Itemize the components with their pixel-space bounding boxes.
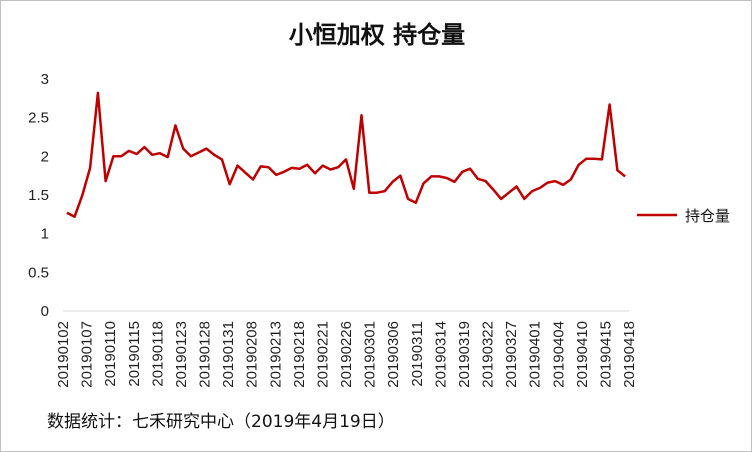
y-tick-label: 3 bbox=[41, 71, 49, 88]
y-tick-label: 0 bbox=[41, 303, 49, 320]
x-tick-label: 20190213 bbox=[267, 321, 284, 388]
x-tick-label: 20190410 bbox=[574, 321, 591, 388]
y-tick-label: 0.5 bbox=[28, 264, 49, 281]
x-tick-label: 20190401 bbox=[527, 321, 544, 388]
x-tick-label: 20190301 bbox=[362, 321, 379, 388]
x-tick-label: 20190404 bbox=[550, 321, 567, 388]
y-tick-label: 1 bbox=[41, 226, 49, 243]
x-tick-label: 20190123 bbox=[173, 321, 190, 388]
x-tick-label: 20190418 bbox=[621, 321, 638, 388]
x-tick-label: 20190128 bbox=[197, 321, 214, 388]
x-tick-label: 20190306 bbox=[385, 321, 402, 388]
source-note: 数据统计：七禾研究中心（2019年4月19日） bbox=[47, 412, 395, 432]
x-tick-label: 20190115 bbox=[126, 321, 143, 387]
x-tick-label: 20190102 bbox=[55, 321, 72, 388]
series-line-holding bbox=[66, 91, 626, 218]
x-tick-label: 20190415 bbox=[597, 321, 614, 388]
x-tick-label: 20190322 bbox=[480, 321, 497, 388]
y-tick-label: 2.5 bbox=[28, 110, 49, 127]
x-tick-label: 20190107 bbox=[79, 321, 96, 388]
x-tick-label: 20190311 bbox=[409, 321, 426, 387]
x-tick-label: 20190218 bbox=[291, 321, 308, 388]
x-tick-label: 20190208 bbox=[244, 321, 261, 388]
chart-title: 小恒加权 持仓量 bbox=[288, 21, 466, 49]
x-tick-label: 20190327 bbox=[503, 321, 520, 388]
x-tick-label: 20190226 bbox=[338, 321, 355, 388]
y-tick-label: 2 bbox=[41, 148, 49, 165]
x-tick-label: 20190110 bbox=[102, 321, 119, 387]
x-tick-label: 20190314 bbox=[432, 321, 449, 388]
y-tick-label: 1.5 bbox=[28, 187, 49, 204]
x-tick-label: 20190221 bbox=[314, 321, 331, 388]
x-tick-label: 20190118 bbox=[149, 321, 166, 387]
legend-label: 持仓量 bbox=[685, 207, 730, 225]
x-tick-label: 20190131 bbox=[220, 321, 237, 388]
x-tick-label: 20190319 bbox=[456, 321, 473, 388]
